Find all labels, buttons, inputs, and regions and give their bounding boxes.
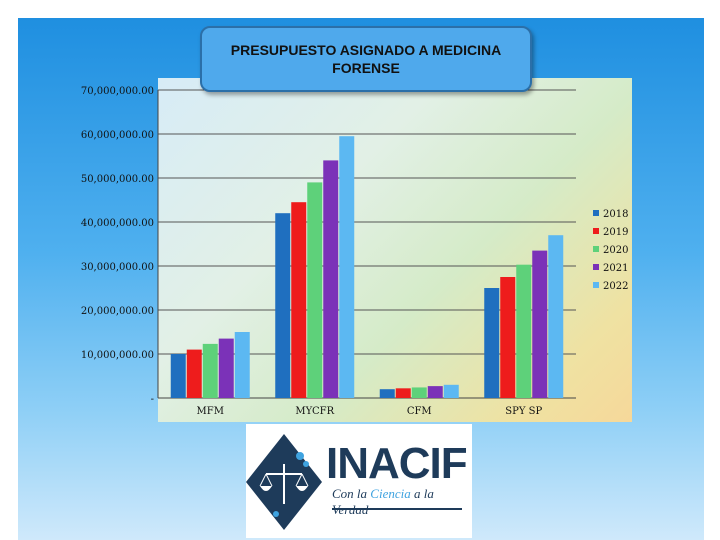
legend-swatch bbox=[593, 246, 599, 252]
legend-swatch bbox=[593, 210, 599, 216]
y-tick-label: 10,000,000.00 bbox=[81, 350, 154, 361]
bar bbox=[170, 354, 186, 398]
bar bbox=[291, 202, 307, 398]
x-tick-label: MYCFR bbox=[295, 406, 334, 417]
bar bbox=[275, 213, 291, 398]
bar bbox=[307, 182, 323, 398]
bar bbox=[500, 277, 516, 398]
logo-tagline: Con la Ciencia a la Verdad bbox=[332, 486, 472, 518]
bar bbox=[379, 389, 395, 398]
bar bbox=[395, 388, 411, 398]
bar bbox=[186, 349, 202, 398]
bar bbox=[548, 235, 564, 398]
x-tick-label: MFM bbox=[197, 406, 224, 417]
bar bbox=[427, 386, 443, 398]
chart-title-box: PRESUPUESTO ASIGNADO A MEDICINA FORENSE bbox=[200, 26, 532, 92]
bar bbox=[484, 288, 500, 398]
inacif-logo: INACIF Con la Ciencia a la Verdad bbox=[246, 424, 472, 538]
logo-wordmark: INACIF bbox=[326, 439, 468, 488]
bar bbox=[516, 264, 532, 398]
x-tick-label: SPY SP bbox=[505, 406, 542, 417]
legend-swatch bbox=[593, 282, 599, 288]
tagline-pre: Con la bbox=[332, 486, 371, 501]
logo-underline bbox=[332, 508, 462, 510]
y-tick-label: 50,000,000.00 bbox=[81, 174, 154, 185]
y-tick-label: 40,000,000.00 bbox=[81, 218, 154, 229]
chart-title: PRESUPUESTO ASIGNADO A MEDICINA FORENSE bbox=[230, 42, 502, 76]
bar bbox=[339, 136, 355, 398]
y-tick-label: 20,000,000.00 bbox=[81, 306, 154, 317]
bar bbox=[323, 160, 339, 398]
legend-label: 2018 bbox=[603, 209, 628, 220]
y-tick-label: 60,000,000.00 bbox=[81, 130, 154, 141]
scales-emblem-icon bbox=[246, 434, 322, 530]
bar bbox=[411, 387, 427, 398]
bar bbox=[443, 384, 459, 398]
legend-label: 2020 bbox=[603, 245, 628, 256]
y-tick-label: 70,000,000.00 bbox=[81, 86, 154, 97]
y-tick-label: - bbox=[151, 394, 154, 405]
y-tick-label: 30,000,000.00 bbox=[81, 262, 154, 273]
legend-label: 2022 bbox=[603, 281, 628, 292]
bar bbox=[234, 332, 250, 398]
legend-swatch bbox=[593, 228, 599, 234]
legend-label: 2019 bbox=[603, 227, 628, 238]
bar bbox=[218, 338, 234, 398]
bar bbox=[202, 343, 218, 398]
bar bbox=[532, 250, 548, 398]
legend-label: 2021 bbox=[603, 263, 628, 274]
tagline-highlight: Ciencia bbox=[370, 486, 411, 501]
legend-swatch bbox=[593, 264, 599, 270]
x-tick-label: CFM bbox=[407, 406, 432, 417]
